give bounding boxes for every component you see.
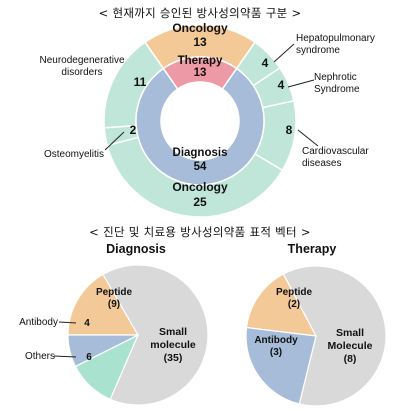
donut-hole xyxy=(161,82,239,160)
pie2-slice-small-molecule xyxy=(282,265,387,407)
leader-nephrotic xyxy=(287,79,315,88)
leader-cardiovascular xyxy=(297,129,319,147)
leader-osteomyelitis xyxy=(104,131,125,151)
leader-hepatopulmonary xyxy=(273,43,295,63)
pie1-label-antibody: Antibody xyxy=(19,317,58,328)
pie1-title: Diagnosis xyxy=(106,242,166,256)
pie2-slice-antibody xyxy=(245,326,317,405)
donut-value-cardiovascular: 8 xyxy=(286,123,293,137)
pie1-label-others: Others xyxy=(25,351,55,362)
donut-value-nephrotic: 4 xyxy=(278,78,285,92)
donut-value-hepatopulmonary: 4 xyxy=(262,56,269,70)
donut-value-osteomyelitis: 2 xyxy=(130,123,137,137)
pie1-value-others: 6 xyxy=(86,352,92,363)
top-title: < 현재까지 승인된 방사성의약품 구분 > xyxy=(98,6,302,20)
pie1-label-peptide: Peptide (9) xyxy=(96,287,133,310)
bottom-title: < 진단 및 치료용 방사성의약품 표적 벡터 > xyxy=(89,225,311,239)
donut-label-oncology-bottom: Oncology 25 xyxy=(172,180,228,209)
pie2-label-peptide: Peptide (2) xyxy=(276,287,313,310)
donut-label-oncology-top: Oncology 13 xyxy=(172,21,228,49)
donut-label-osteomyelitis: Osteomyelitis xyxy=(44,149,104,160)
pie1-slice-peptide xyxy=(67,273,140,336)
pie1-slice-small-molecule xyxy=(102,264,209,406)
pie2-label-small-molecule: Small Molecule (8) xyxy=(328,327,373,365)
pie2-title: Therapy xyxy=(288,242,337,256)
donut-label-nephrotic: Nephrotic Syndrome xyxy=(314,72,360,95)
pie1-slice-antibody xyxy=(67,334,139,368)
pie1-leader-antibody xyxy=(58,321,77,324)
pie1-leader-others xyxy=(53,355,77,358)
donut-value-neurodegenerative: 11 xyxy=(134,75,147,89)
pie2-slice-peptide xyxy=(245,273,318,337)
donut-label-cardiovascular: Cardiovascular diseases xyxy=(302,146,369,169)
pie1-value-antibody: 4 xyxy=(84,318,90,329)
donut-label-neurodegenerative: Neurodegenerative disorders xyxy=(39,55,124,78)
donut-label-hepatopulmonary: Hepatopulmonary syndrome xyxy=(296,33,375,56)
donut-label-therapy: Therapy 13 xyxy=(178,55,223,79)
pie2-label-antibody: Antibody (3) xyxy=(254,335,298,358)
pie1-label-small-molecule: Small molecule (35) xyxy=(150,326,196,364)
donut-label-diagnosis: Diagnosis 54 xyxy=(173,147,228,173)
